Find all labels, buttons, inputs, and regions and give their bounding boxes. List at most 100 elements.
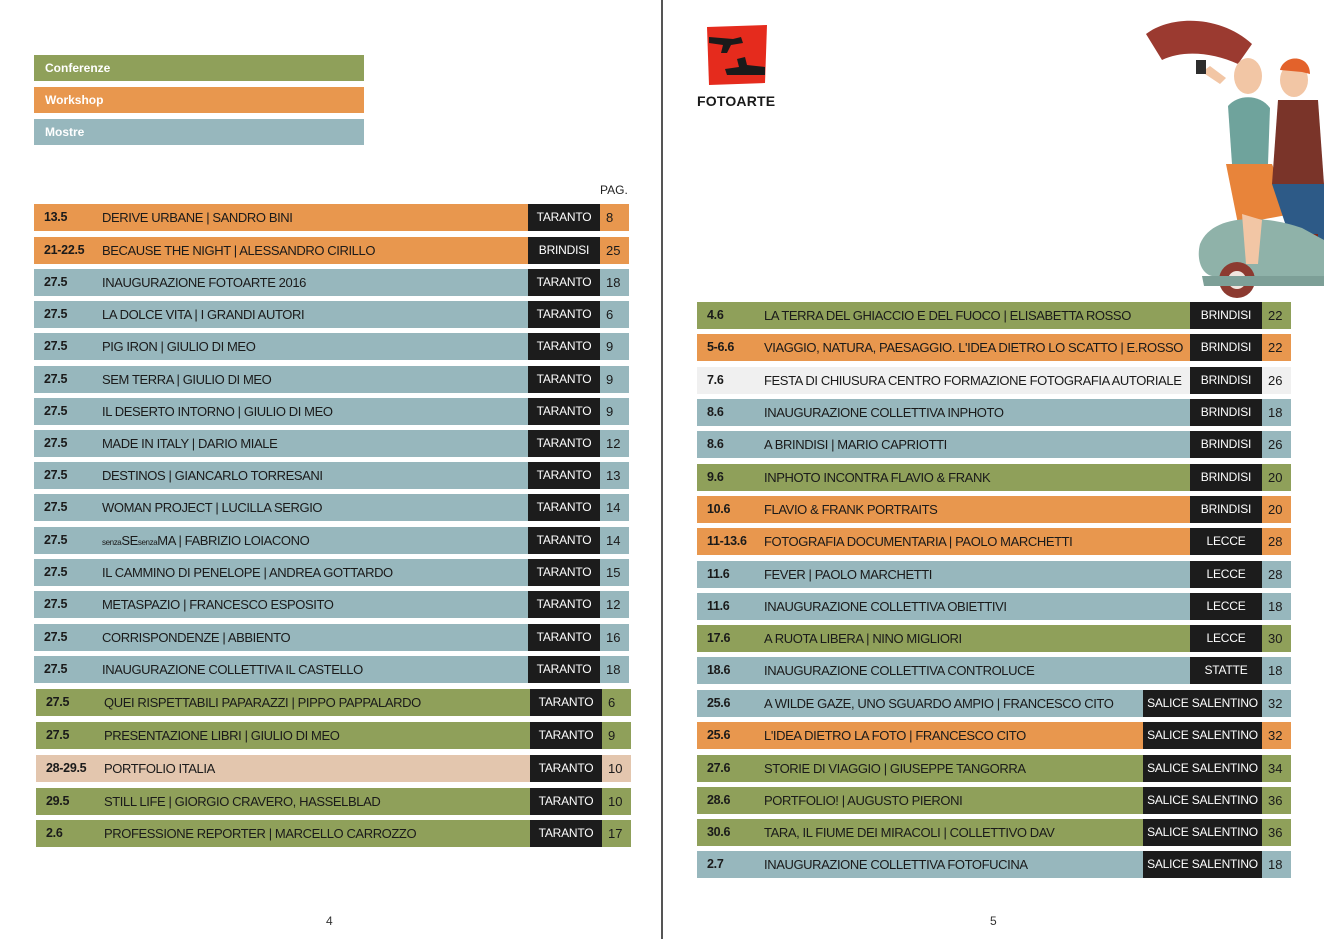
event-title: PORTFOLIO ITALIA [104, 761, 215, 776]
event-row: 11.6 FEVER | PAOLO MARCHETTI LECCE 28 [697, 561, 1291, 588]
event-date: 7.6 [707, 373, 724, 387]
event-date: 27.5 [44, 662, 68, 676]
event-page: 16 [606, 630, 621, 645]
event-row: 11.6 INAUGURAZIONE COLLETTIVA OBIETTIVI … [697, 593, 1291, 620]
event-date: 17.6 [707, 631, 731, 645]
event-city: TARANTO [528, 559, 600, 586]
event-row: 27.5 IL DESERTO INTORNO | GIULIO DI MEO … [34, 398, 629, 425]
event-row: 28-29.5 PORTFOLIO ITALIA TARANTO 10 [36, 755, 631, 782]
event-row: 7.6 FESTA DI CHIUSURA CENTRO FORMAZIONE … [697, 367, 1291, 394]
event-city: TARANTO [530, 820, 602, 847]
event-page: 10 [608, 761, 623, 776]
event-row: 29.5 STILL LIFE | GIORGIO CRAVERO, HASSE… [36, 788, 631, 815]
event-title: SEM TERRA | GIULIO DI MEO [102, 372, 272, 387]
event-title: IL DESERTO INTORNO | GIULIO DI MEO [102, 404, 333, 419]
event-page: 32 [1268, 728, 1283, 743]
event-row: 25.6 L'IDEA DIETRO LA FOTO | FRANCESCO C… [697, 722, 1291, 749]
event-page: 34 [1268, 761, 1283, 776]
page-number-left: 4 [326, 914, 333, 928]
event-title: PRESENTAZIONE LIBRI | GIULIO DI MEO [104, 728, 340, 743]
event-city: SALICE SALENTINO [1143, 755, 1262, 782]
legend-conferenze: Conferenze [34, 55, 364, 81]
event-row: 5-6.6 VIAGGIO, NATURA, PAESAGGIO. L'IDEA… [697, 334, 1291, 361]
event-city: TARANTO [528, 366, 600, 393]
vespa-couple-illustration [1142, 14, 1324, 309]
book-spine [661, 0, 663, 939]
event-page: 22 [1268, 308, 1283, 323]
event-date: 25.6 [707, 696, 731, 710]
event-city: SALICE SALENTINO [1143, 819, 1262, 846]
event-title: senzaSEsenzaMA | FABRIZIO LOIACONO [102, 527, 310, 556]
event-city: TARANTO [528, 494, 600, 521]
event-page: 14 [606, 500, 621, 515]
event-date: 8.6 [707, 437, 724, 451]
event-date: 28.6 [707, 793, 731, 807]
event-page: 20 [1268, 502, 1283, 517]
event-page: 17 [608, 826, 623, 841]
event-page: 12 [606, 597, 621, 612]
event-page: 8 [606, 210, 614, 225]
event-city: BRINDISI [1190, 431, 1262, 458]
event-row: 21-22.5 BECAUSE THE NIGHT | ALESSANDRO C… [34, 237, 629, 264]
event-row: 11-13.6 FOTOGRAFIA DOCUMENTARIA | PAOLO … [697, 528, 1291, 555]
event-page: 6 [606, 307, 614, 322]
event-row: 8.6 INAUGURAZIONE COLLETTIVA INPHOTO BRI… [697, 399, 1291, 426]
event-title: INAUGURAZIONE COLLETTIVA INPHOTO [764, 405, 1004, 420]
event-page: 26 [1268, 437, 1283, 452]
event-page: 20 [1268, 470, 1283, 485]
event-title: VIAGGIO, NATURA, PAESAGGIO. L'IDEA DIETR… [764, 340, 1183, 355]
event-date: 30.6 [707, 825, 731, 839]
event-date: 27.5 [44, 372, 68, 386]
event-title: LA TERRA DEL GHIACCIO E DEL FUOCO | ELIS… [764, 308, 1131, 323]
event-row: 27.5 PRESENTAZIONE LIBRI | GIULIO DI MEO… [36, 722, 631, 749]
event-title: TARA, IL FIUME DEI MIRACOLI | COLLETTIVO… [764, 825, 1055, 840]
event-page: 36 [1268, 825, 1283, 840]
title-fragment: SE [121, 533, 138, 548]
event-city: TARANTO [528, 398, 600, 425]
event-city: TARANTO [528, 527, 600, 554]
event-date: 4.6 [707, 308, 724, 322]
event-page: 26 [1268, 373, 1283, 388]
event-row: 27.5 CORRISPONDENZE | ABBIENTO TARANTO 1… [34, 624, 629, 651]
event-date: 5-6.6 [707, 340, 734, 354]
event-city: TARANTO [528, 204, 600, 231]
event-page: 13 [606, 468, 621, 483]
event-title: A WILDE GAZE, UNO SGUARDO AMPIO | FRANCE… [764, 696, 1114, 711]
event-row: 13.5 DERIVE URBANE | SANDRO BINI TARANTO… [34, 204, 629, 231]
event-date: 27.5 [44, 533, 68, 547]
event-title: A RUOTA LIBERA | NINO MIGLIORI [764, 631, 962, 646]
event-city: SALICE SALENTINO [1143, 787, 1262, 814]
event-date: 11-13.6 [707, 534, 747, 548]
event-city: LECCE [1190, 593, 1262, 620]
event-title: IL CAMMINO DI PENELOPE | ANDREA GOTTARDO [102, 565, 393, 580]
event-title: DERIVE URBANE | SANDRO BINI [102, 210, 293, 225]
event-page: 18 [1268, 663, 1283, 678]
event-row: 2.6 PROFESSIONE REPORTER | MARCELLO CARR… [36, 820, 631, 847]
event-city: BRINDISI [1190, 464, 1262, 491]
event-city: BRINDISI [1190, 334, 1262, 361]
event-city: TARANTO [528, 333, 600, 360]
event-row: 17.6 A RUOTA LIBERA | NINO MIGLIORI LECC… [697, 625, 1291, 652]
event-date: 29.5 [46, 794, 70, 808]
event-date: 8.6 [707, 405, 724, 419]
event-date: 2.7 [707, 857, 724, 871]
event-row: 27.5 DESTINOS | GIANCARLO TORRESANI TARA… [34, 462, 629, 489]
event-row: 27.5 WOMAN PROJECT | LUCILLA SERGIO TARA… [34, 494, 629, 521]
event-page: 28 [1268, 567, 1283, 582]
event-row: 27.5 MADE IN ITALY | DARIO MIALE TARANTO… [34, 430, 629, 457]
event-date: 27.5 [44, 404, 68, 418]
event-title: PROFESSIONE REPORTER | MARCELLO CARROZZO [104, 826, 417, 841]
fotoarte-logo [697, 23, 769, 90]
event-row: 27.5 IL CAMMINO DI PENELOPE | ANDREA GOT… [34, 559, 629, 586]
event-title: METASPAZIO | FRANCESCO ESPOSITO [102, 597, 334, 612]
event-city: LECCE [1190, 561, 1262, 588]
event-city: TARANTO [530, 689, 602, 716]
event-city: TARANTO [528, 591, 600, 618]
event-date: 11.6 [707, 599, 730, 613]
event-city: BRINDISI [1190, 367, 1262, 394]
pag-label: PAG. [600, 183, 628, 197]
title-fragment: MA | FABRIZIO LOIACONO [157, 533, 310, 548]
event-page: 30 [1268, 631, 1283, 646]
event-date: 27.5 [46, 695, 70, 709]
event-city: BRINDISI [528, 237, 600, 264]
